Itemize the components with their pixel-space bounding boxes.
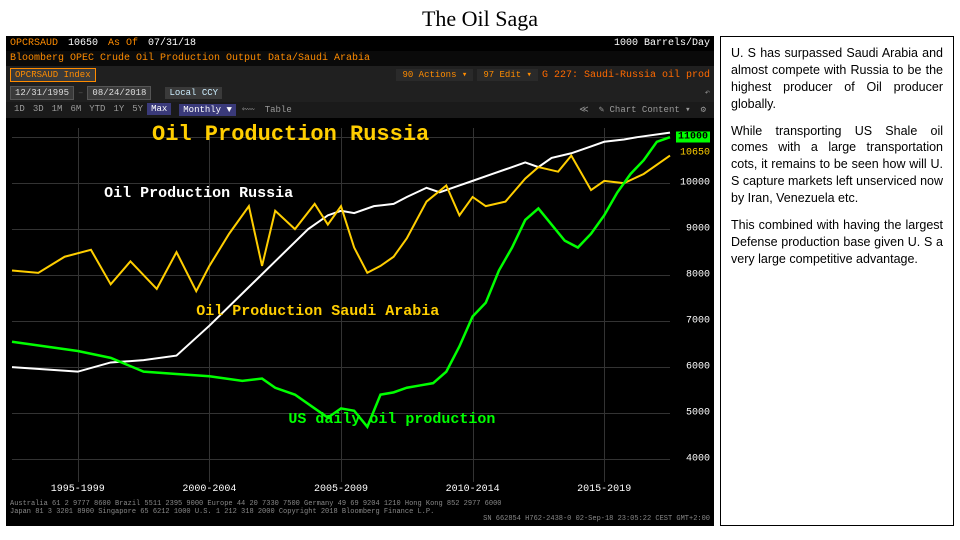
y-tick: 7000 [686,316,710,327]
timeframe-ytd[interactable]: YTD [85,103,109,115]
prev-icon[interactable]: ≪ [575,104,592,116]
timeframe-1d[interactable]: 1D [10,103,29,115]
y-tick: 5000 [686,408,710,419]
timeframe-max[interactable]: Max [147,103,171,115]
timeframe-1m[interactable]: 1M [48,103,67,115]
date-from[interactable]: 12/31/1995 [10,86,74,100]
y-tick: 9000 [686,224,710,235]
actions-button[interactable]: 90 Actions ▾ [396,69,473,81]
y-axis: 4000500060007000800090001000011000110001… [670,128,714,482]
commentary-p2: While transporting US Shale oil comes wi… [731,123,943,207]
timeframe-bar: 1D3D1M6MYTD1Y5YMax Monthly ▼ ⬳ Table ≪ ✎… [6,102,714,118]
x-tick: 2015-2019 [577,484,631,495]
series-saudi [12,156,670,292]
y-tick: 8000 [686,270,710,281]
y-tick: 10000 [680,178,710,189]
x-tick: 2000-2004 [182,484,236,495]
edit-button[interactable]: 97 Edit ▾ [477,69,538,81]
index-box[interactable]: OPCRSAUD Index [10,68,96,82]
x-tick: 2010-2014 [446,484,500,495]
terminal-footer: Australia 61 2 9777 8600 Brazil 5511 239… [6,499,714,526]
terminal-toolbar-1: OPCRSAUD Index 90 Actions ▾ 97 Edit ▾ G … [6,66,714,84]
y-highlight: 11000 [676,132,710,143]
commentary-p1: U. S has surpassed Saudi Arabia and almo… [731,45,943,113]
y-tick: 4000 [686,454,710,465]
page-title: The Oil Saga [0,0,960,36]
commentary-p3: This combined with having the largest De… [731,217,943,268]
chart-type-icon[interactable]: ⬳ [238,104,259,116]
y-secondary: 10650 [680,148,710,159]
ticker: OPCRSAUD [10,38,58,49]
chart-title: Oil Production Russia [152,122,429,147]
asof-date: 07/31/18 [148,38,196,49]
terminal-header: OPCRSAUD 10650 As Of 07/31/18 1000 Barre… [6,36,714,51]
unit-label: 1000 Barrels/Day [614,38,710,49]
terminal-toolbar-2: 12/31/1995 – 08/24/2018 Local CCY ↶ [6,84,714,102]
settings-icon[interactable]: ⚙ [697,104,710,116]
terminal-subtitle: Bloomberg OPEC Crude Oil Production Outp… [6,51,714,66]
content-row: OPCRSAUD 10650 As Of 07/31/18 1000 Barre… [0,36,960,526]
content-dropdown[interactable]: ✎ Chart Content ▾ [595,104,695,116]
date-to[interactable]: 08/24/2018 [87,86,151,100]
series-us [12,137,670,427]
x-tick: 2005-2009 [314,484,368,495]
footer-line-3: SN 662854 H762-2438-0 02-Sep-18 23:05:22… [10,516,710,524]
mode-dropdown[interactable]: Monthly ▼ [179,104,236,116]
timeframe-5y[interactable]: 5Y [128,103,147,115]
x-tick: 1995-1999 [51,484,105,495]
asof-label: As Of [108,38,138,49]
local-ccy[interactable]: Local CCY [165,87,222,99]
chart-plot-area: Oil Production RussiaOil Production Saud… [12,128,670,482]
timeframe-6m[interactable]: 6M [66,103,85,115]
series-russia [12,133,670,372]
timeframe-3d[interactable]: 3D [29,103,48,115]
timeframe-1y[interactable]: 1Y [109,103,128,115]
bloomberg-terminal: OPCRSAUD 10650 As Of 07/31/18 1000 Barre… [6,36,714,526]
chart-code: G 227: Saudi-Russia oil prod [542,70,710,81]
table-toggle[interactable]: Table [261,104,296,116]
date-sep: – [78,88,83,98]
undo-icon[interactable]: ↶ [705,88,710,98]
ticker-value: 10650 [68,38,98,49]
y-tick: 6000 [686,362,710,373]
commentary-panel: U. S has surpassed Saudi Arabia and almo… [720,36,954,526]
